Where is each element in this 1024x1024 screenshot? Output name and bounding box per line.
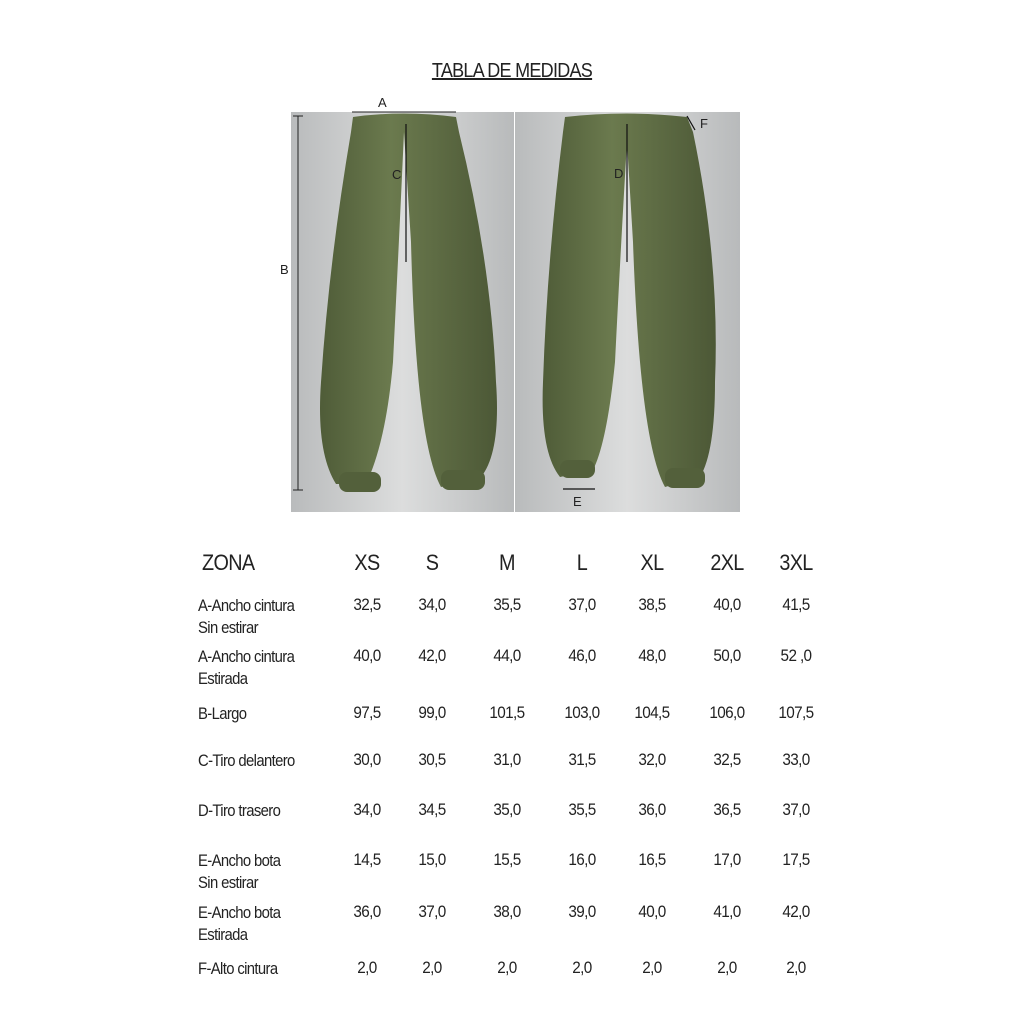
table-row: B-Largo 97,5 99,0 101,5 103,0 104,5 106,0 107,5: [0, 703, 1024, 747]
measurement-value: 15,5: [493, 850, 521, 869]
measurement-value: 40,0: [638, 902, 666, 921]
measurement-value: 30,0: [353, 750, 381, 769]
measurement-value: 34,5: [418, 800, 446, 819]
measurement-value: 44,0: [493, 646, 521, 665]
measurement-value: 34,0: [353, 800, 381, 819]
measurement-value: 34,0: [418, 595, 446, 614]
measurement-value: 41,5: [782, 595, 810, 614]
header-s: S: [425, 550, 439, 575]
measurement-value: 31,0: [493, 750, 521, 769]
measurement-value: 101,5: [489, 703, 525, 722]
measurement-value: 14,5: [353, 850, 381, 869]
measurement-value: 40,0: [713, 595, 741, 614]
measurement-value: 2,0: [786, 958, 806, 977]
measurement-value: 32,0: [638, 750, 666, 769]
measurement-value: 17,5: [782, 850, 810, 869]
table-row: E-Ancho bota Estirada 36,0 37,0 38,0 39,0 40,…: [0, 902, 1024, 946]
measurement-value: 2,0: [357, 958, 377, 977]
measurement-value: 50,0: [713, 646, 741, 665]
measurement-value: 31,5: [568, 750, 596, 769]
measurement-value: 99,0: [418, 703, 446, 722]
zone-label: A-Ancho cintura Estirada: [198, 648, 295, 688]
measurement-value: 16,5: [638, 850, 666, 869]
header-xs: XS: [354, 550, 380, 575]
front-view-image: [291, 112, 514, 512]
measurement-value: 16,0: [568, 850, 596, 869]
table-row: D-Tiro trasero 34,0 34,5 35,0 35,5 36,0 36,5 37…: [0, 800, 1024, 844]
measurement-value: 52 ,0: [780, 646, 813, 665]
measurement-value: 104,5: [634, 703, 670, 722]
label-d: D: [614, 166, 624, 181]
measurement-value: 2,0: [642, 958, 662, 977]
zone-label: D-Tiro trasero: [198, 802, 281, 820]
header-3xl: 3XL: [779, 550, 813, 575]
header-l: L: [576, 550, 588, 575]
measurement-value: 37,0: [568, 595, 596, 614]
dimension-lines: [293, 111, 456, 491]
header-xl: XL: [640, 550, 665, 575]
zone-label: F-Alto cintura: [198, 960, 278, 978]
table-header: ZONA XS S M L XL 2XL 3XL: [0, 550, 1024, 594]
measurement-value: 35,5: [493, 595, 521, 614]
zone-label: A-Ancho cintura Sin estirar: [198, 597, 295, 637]
back-pants-illustration: [542, 113, 716, 490]
label-a: A: [378, 95, 387, 110]
label-f: F: [700, 116, 708, 131]
table-row: A-Ancho cintura Sin estirar 32,5 34,0 35,5 3…: [0, 595, 1024, 639]
measurement-value: 40,0: [353, 646, 381, 665]
table-row: C-Tiro delantero 30,0 30,5 31,0 31,5 32,0 32,5…: [0, 750, 1024, 794]
measurement-value: 15,0: [418, 850, 446, 869]
measurement-value: 36,0: [638, 800, 666, 819]
measurement-value: 36,0: [353, 902, 381, 921]
measurement-value: 39,0: [568, 902, 596, 921]
measurement-value: 41,0: [713, 902, 741, 921]
measurement-value: 38,0: [493, 902, 521, 921]
zone-label: E-Ancho bota Sin estirar: [198, 852, 281, 892]
measurement-value: 17,0: [713, 850, 741, 869]
measurement-value: 2,0: [717, 958, 737, 977]
page-title: TABLA DE MEDIDAS: [431, 60, 593, 82]
measurement-value: 42,0: [418, 646, 446, 665]
measurement-value: 97,5: [353, 703, 381, 722]
zone-label: B-Largo: [198, 705, 247, 723]
measurement-value: 33,0: [782, 750, 810, 769]
measurement-value: 2,0: [422, 958, 442, 977]
front-pants-illustration: [320, 113, 497, 492]
measurement-value: 37,0: [782, 800, 810, 819]
measurement-value: 106,0: [709, 703, 745, 722]
measurement-value: 32,5: [713, 750, 741, 769]
measurement-value: 42,0: [782, 902, 810, 921]
measurement-value: 38,5: [638, 595, 666, 614]
measurement-value: 46,0: [568, 646, 596, 665]
measurement-value: 2,0: [497, 958, 517, 977]
measurement-value: 37,0: [418, 902, 446, 921]
back-view-image: [515, 112, 740, 512]
header-2xl: 2XL: [710, 550, 744, 575]
header-m: M: [499, 550, 516, 575]
measurement-value: 30,5: [418, 750, 446, 769]
table-row: E-Ancho bota Sin estirar 14,5 15,0 15,5 16,0…: [0, 850, 1024, 894]
label-c: C: [392, 167, 402, 182]
measurement-value: 2,0: [572, 958, 592, 977]
label-b: B: [280, 262, 289, 277]
table-row: F-Alto cintura 2,0 2,0 2,0 2,0 2,0 2,0 2,0: [0, 958, 1024, 1002]
table-row: A-Ancho cintura Estirada 40,0 42,0 44,0 46,0…: [0, 646, 1024, 690]
measurement-value: 48,0: [638, 646, 666, 665]
zone-label: E-Ancho bota Estirada: [198, 904, 281, 944]
header-zona: ZONA: [202, 550, 255, 575]
measurement-value: 35,0: [493, 800, 521, 819]
zone-label: C-Tiro delantero: [198, 752, 295, 770]
measurement-value: 103,0: [564, 703, 600, 722]
measurement-value: 107,5: [778, 703, 814, 722]
measurement-value: 36,5: [713, 800, 741, 819]
label-e: E: [573, 494, 582, 509]
measurement-value: 35,5: [568, 800, 596, 819]
measurement-value: 32,5: [353, 595, 381, 614]
